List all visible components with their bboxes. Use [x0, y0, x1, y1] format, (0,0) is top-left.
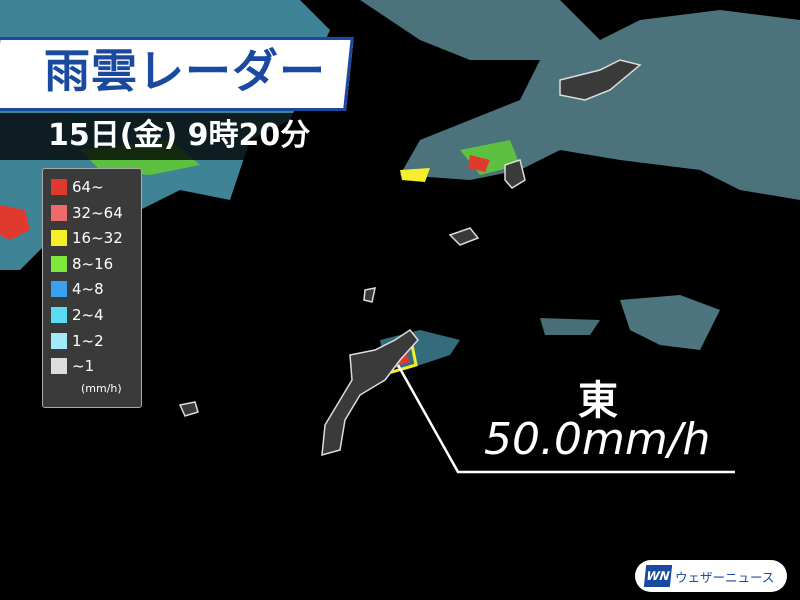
island-kume — [178, 401, 199, 417]
legend-label: ~1 — [72, 357, 95, 376]
page-title: 雨雲レーダー — [44, 44, 326, 98]
island-tokunoshima — [504, 159, 526, 189]
legend-item: 4~8 — [51, 279, 104, 299]
legend-label: 4~8 — [72, 280, 104, 299]
legend-item: 8~16 — [51, 254, 113, 274]
precipitation-legend: (mm/h) 64~ 32~64 16~32 8~16 4~8 2~4 1~2 ~1 — [42, 168, 142, 408]
legend-item: 64~ — [51, 177, 104, 197]
island-amami — [559, 59, 642, 101]
legend-swatch — [51, 230, 67, 247]
island-iheya — [363, 287, 376, 303]
land-islands — [178, 59, 642, 457]
timestamp: 15日(金) 9時20分 — [48, 118, 311, 153]
legend-label: 1~2 — [72, 331, 104, 350]
heavy-rain-red-west — [0, 205, 30, 240]
legend-swatch — [51, 204, 67, 221]
weathernews-logo-mark: WN — [643, 565, 673, 587]
legend-swatch — [51, 179, 67, 195]
legend-item: 2~4 — [51, 305, 104, 325]
annotation-leader-line — [396, 364, 735, 474]
legend-swatch — [51, 281, 67, 298]
legend-unit: (mm/h) — [81, 382, 122, 395]
rain-area-mid — [540, 318, 600, 335]
legend-swatch — [51, 358, 67, 375]
legend-swatch — [51, 332, 67, 349]
legend-item: 16~32 — [51, 228, 123, 248]
weathernews-logo-text: ウェザーニュース — [675, 569, 775, 585]
legend-swatch — [51, 307, 67, 323]
island-okinawa — [321, 328, 419, 457]
legend-label: 8~16 — [72, 254, 114, 273]
annotation-rainfall-value: 50.0mm/h — [484, 414, 711, 465]
legend-label: 2~4 — [72, 306, 104, 324]
legend-item: ~1 — [51, 356, 94, 376]
legend-item: 1~2 — [51, 331, 104, 351]
rain-area-east — [620, 295, 720, 350]
legend-swatch — [51, 255, 67, 272]
heavy-rain-red-north — [468, 155, 490, 172]
island-okinoerabu — [448, 227, 480, 246]
annotation-place: 東 — [578, 378, 618, 424]
legend-label: 64~ — [72, 178, 104, 196]
legend-item: 32~64 — [51, 203, 123, 223]
weathernews-logo: WN ウェザーニュース — [635, 560, 787, 592]
timestamp-box — [0, 113, 316, 160]
legend-label: 16~32 — [72, 229, 123, 248]
legend-label: 32~64 — [72, 203, 123, 222]
heavy-rain-yellow — [400, 168, 430, 182]
